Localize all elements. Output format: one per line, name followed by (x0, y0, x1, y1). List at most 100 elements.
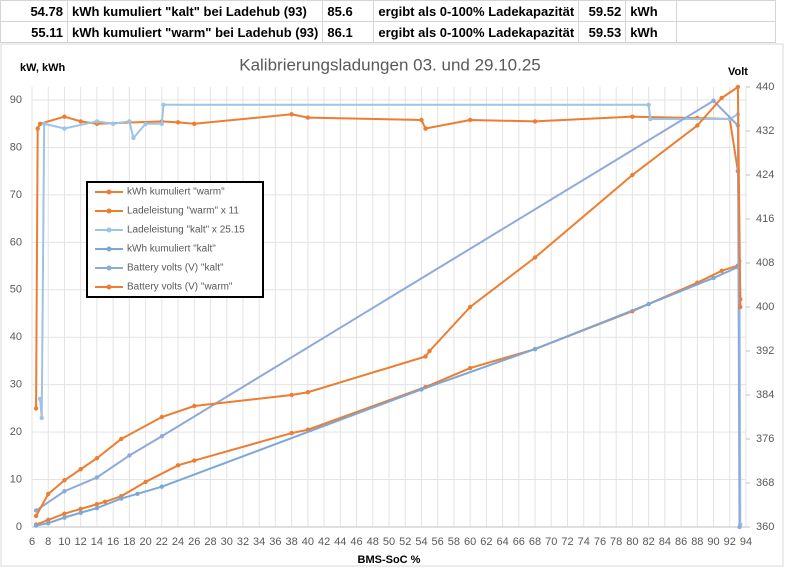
point (37, 396, 43, 402)
point (646, 102, 651, 107)
point (419, 117, 424, 123)
point (62, 126, 67, 131)
y2-tick-label: 400 (756, 301, 774, 313)
x-tick-label: 74 (578, 536, 590, 548)
point (289, 112, 294, 117)
point (94, 119, 100, 124)
point (46, 521, 51, 526)
point (289, 430, 294, 436)
point (33, 513, 39, 519)
x-tick-label: 64 (496, 536, 508, 548)
y2-tick-label: 432 (756, 125, 774, 137)
legend-label: Ladeleistung "kalt" x 25.15 (127, 225, 245, 236)
point (419, 387, 424, 392)
legend-marker (106, 227, 112, 233)
y-tick-label: 20 (10, 426, 22, 438)
x-tick-label: 40 (302, 536, 314, 548)
x-tick-label: 20 (139, 536, 151, 548)
x-tick-label: 12 (75, 536, 87, 548)
y2-tick-label: 384 (756, 389, 774, 401)
legend-label: Battery volts (V) "warm" (127, 282, 233, 293)
x-tick-label: 78 (610, 536, 622, 548)
point (305, 115, 311, 120)
point (719, 95, 724, 101)
cell: 59.52 (578, 0, 627, 22)
series-line (35, 85, 742, 517)
chart-title: Kalibrierungsladungen 03. und 29.10.25 (239, 55, 541, 74)
point (159, 414, 165, 420)
point (78, 510, 83, 515)
point (41, 121, 47, 126)
point (467, 117, 473, 123)
x-tick-label: 52 (399, 536, 411, 548)
x-tick-label: 48 (367, 536, 379, 548)
x-tick-label: 32 (237, 536, 249, 548)
point (467, 304, 473, 310)
point (711, 98, 716, 103)
point (35, 126, 40, 131)
point (630, 172, 635, 178)
y-tick-label: 40 (10, 331, 22, 343)
point (131, 135, 136, 141)
point (78, 506, 83, 512)
x-tick-label: 8 (45, 536, 51, 548)
y2-axis-label: Volt (728, 66, 748, 78)
x-tick-label: 76 (594, 536, 606, 548)
point (102, 499, 108, 505)
point (127, 119, 132, 124)
point (192, 458, 197, 463)
point (175, 120, 181, 125)
x-tick-label: 66 (513, 536, 525, 548)
point (33, 523, 39, 528)
point (94, 505, 100, 511)
point (735, 84, 741, 90)
x-tick-label: 18 (123, 536, 135, 548)
y-tick-label: 80 (10, 141, 22, 153)
x-tick-label: 30 (221, 536, 233, 548)
point (78, 119, 83, 124)
cell (676, 21, 777, 43)
x-tick-label: 90 (707, 536, 719, 548)
point (532, 346, 538, 352)
point (532, 255, 538, 260)
y-tick-label: 10 (10, 473, 22, 485)
cell: kWh (625, 0, 678, 22)
y2-tick-label: 376 (756, 433, 774, 445)
x-tick-label: 70 (545, 536, 557, 548)
x-tick-label: 84 (659, 536, 671, 548)
x-tick-label: 24 (172, 536, 184, 548)
y2-tick-label: 392 (756, 345, 774, 357)
point (94, 456, 100, 461)
point (161, 102, 166, 107)
point (630, 114, 635, 119)
legend: kWh kumuliert "warm" Ladeleistung "warm" … (86, 181, 264, 298)
point (532, 119, 538, 124)
x-tick-label: 56 (432, 536, 444, 548)
point (62, 511, 67, 516)
legend-label: kWh kumuliert "kalt" (127, 244, 216, 255)
x-tick-label: 16 (107, 536, 119, 548)
point (305, 390, 311, 395)
y2-tick-label: 360 (756, 521, 774, 533)
point (62, 114, 67, 119)
point (738, 304, 743, 310)
series-line (35, 99, 741, 528)
x-tick-label: 86 (675, 536, 687, 548)
point (33, 406, 39, 411)
x-tick-label: 42 (318, 536, 330, 548)
point (143, 121, 148, 126)
x-tick-label: 26 (188, 536, 200, 548)
point (39, 415, 44, 421)
cell: kWh kumuliert "warm" bei Ladehub (93) (66, 21, 324, 43)
point (119, 496, 124, 501)
point (648, 116, 653, 122)
y-tick-label: 90 (10, 94, 22, 106)
x-tick-label: 34 (253, 536, 265, 548)
legend-marker (106, 284, 112, 290)
legend-marker (106, 265, 112, 271)
legend-label: Battery volts (V) "kalt" (127, 263, 224, 274)
x-tick-label: 44 (334, 536, 346, 548)
point (62, 489, 67, 494)
